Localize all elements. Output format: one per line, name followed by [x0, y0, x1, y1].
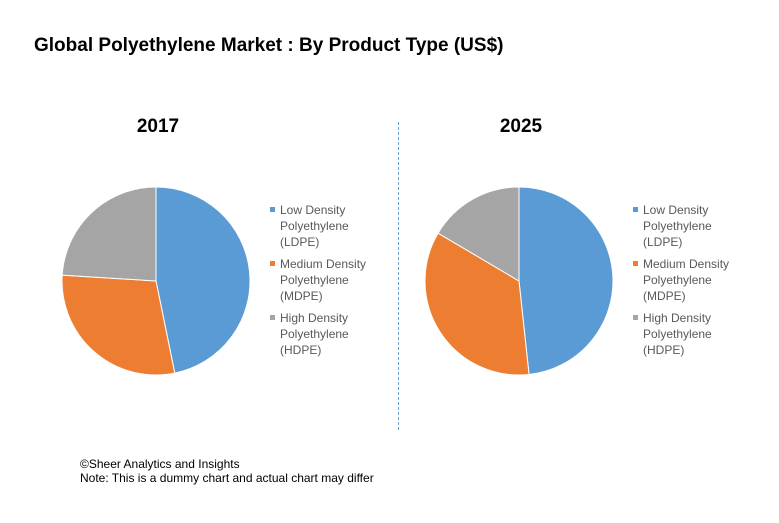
copyright-text: ©Sheer Analytics and Insights: [80, 457, 240, 471]
legend-swatch: [633, 207, 638, 212]
pie-slice-2017-ldpe: [155, 186, 251, 374]
legend-label: Medium Density Polyethylene (MDPE): [280, 257, 367, 303]
legend-item-mdpe: Medium Density Polyethylene (MDPE): [633, 256, 753, 304]
pie-slice-2025-hdpe: [437, 186, 520, 282]
legend-label: High Density Polyethylene (HDPE): [280, 311, 349, 357]
legend-item-mdpe: Medium Density Polyethylene (MDPE): [270, 256, 390, 304]
legend-2017: Low Density Polyethylene (LDPE) Medium De…: [270, 202, 390, 364]
legend-label: Low Density Polyethylene (LDPE): [280, 203, 349, 249]
chart-title: Global Polyethylene Market : By Product …: [34, 35, 504, 56]
legend-2025: Low Density Polyethylene (LDPE) Medium De…: [633, 202, 753, 364]
legend-swatch: [633, 315, 638, 320]
note-text: Note: This is a dummy chart and actual c…: [80, 471, 374, 485]
pie-slice-2025-ldpe: [518, 186, 614, 376]
legend-label: Medium Density Polyethylene (MDPE): [643, 257, 730, 303]
legend-swatch: [633, 261, 638, 266]
legend-label: High Density Polyethylene (HDPE): [643, 311, 712, 357]
pie-title-2017: 2017: [136, 116, 180, 137]
legend-item-ldpe: Low Density Polyethylene (LDPE): [270, 202, 390, 250]
legend-item-hdpe: High Density Polyethylene (HDPE): [270, 310, 390, 358]
legend-swatch: [270, 207, 275, 212]
pie-slice-2017-mdpe: [61, 274, 176, 376]
pie-slice-2017-hdpe: [61, 186, 157, 282]
legend-swatch: [270, 261, 275, 266]
divider-line: [398, 122, 399, 430]
legend-item-hdpe: High Density Polyethylene (HDPE): [633, 310, 753, 358]
pie-slice-2025-mdpe: [424, 232, 530, 376]
legend-label: Low Density Polyethylene (LDPE): [643, 203, 712, 249]
legend-item-ldpe: Low Density Polyethylene (LDPE): [633, 202, 753, 250]
pie-title-2025: 2025: [499, 116, 543, 137]
footer: ©Sheer Analytics and Insights Note: This…: [80, 457, 374, 485]
legend-swatch: [270, 315, 275, 320]
